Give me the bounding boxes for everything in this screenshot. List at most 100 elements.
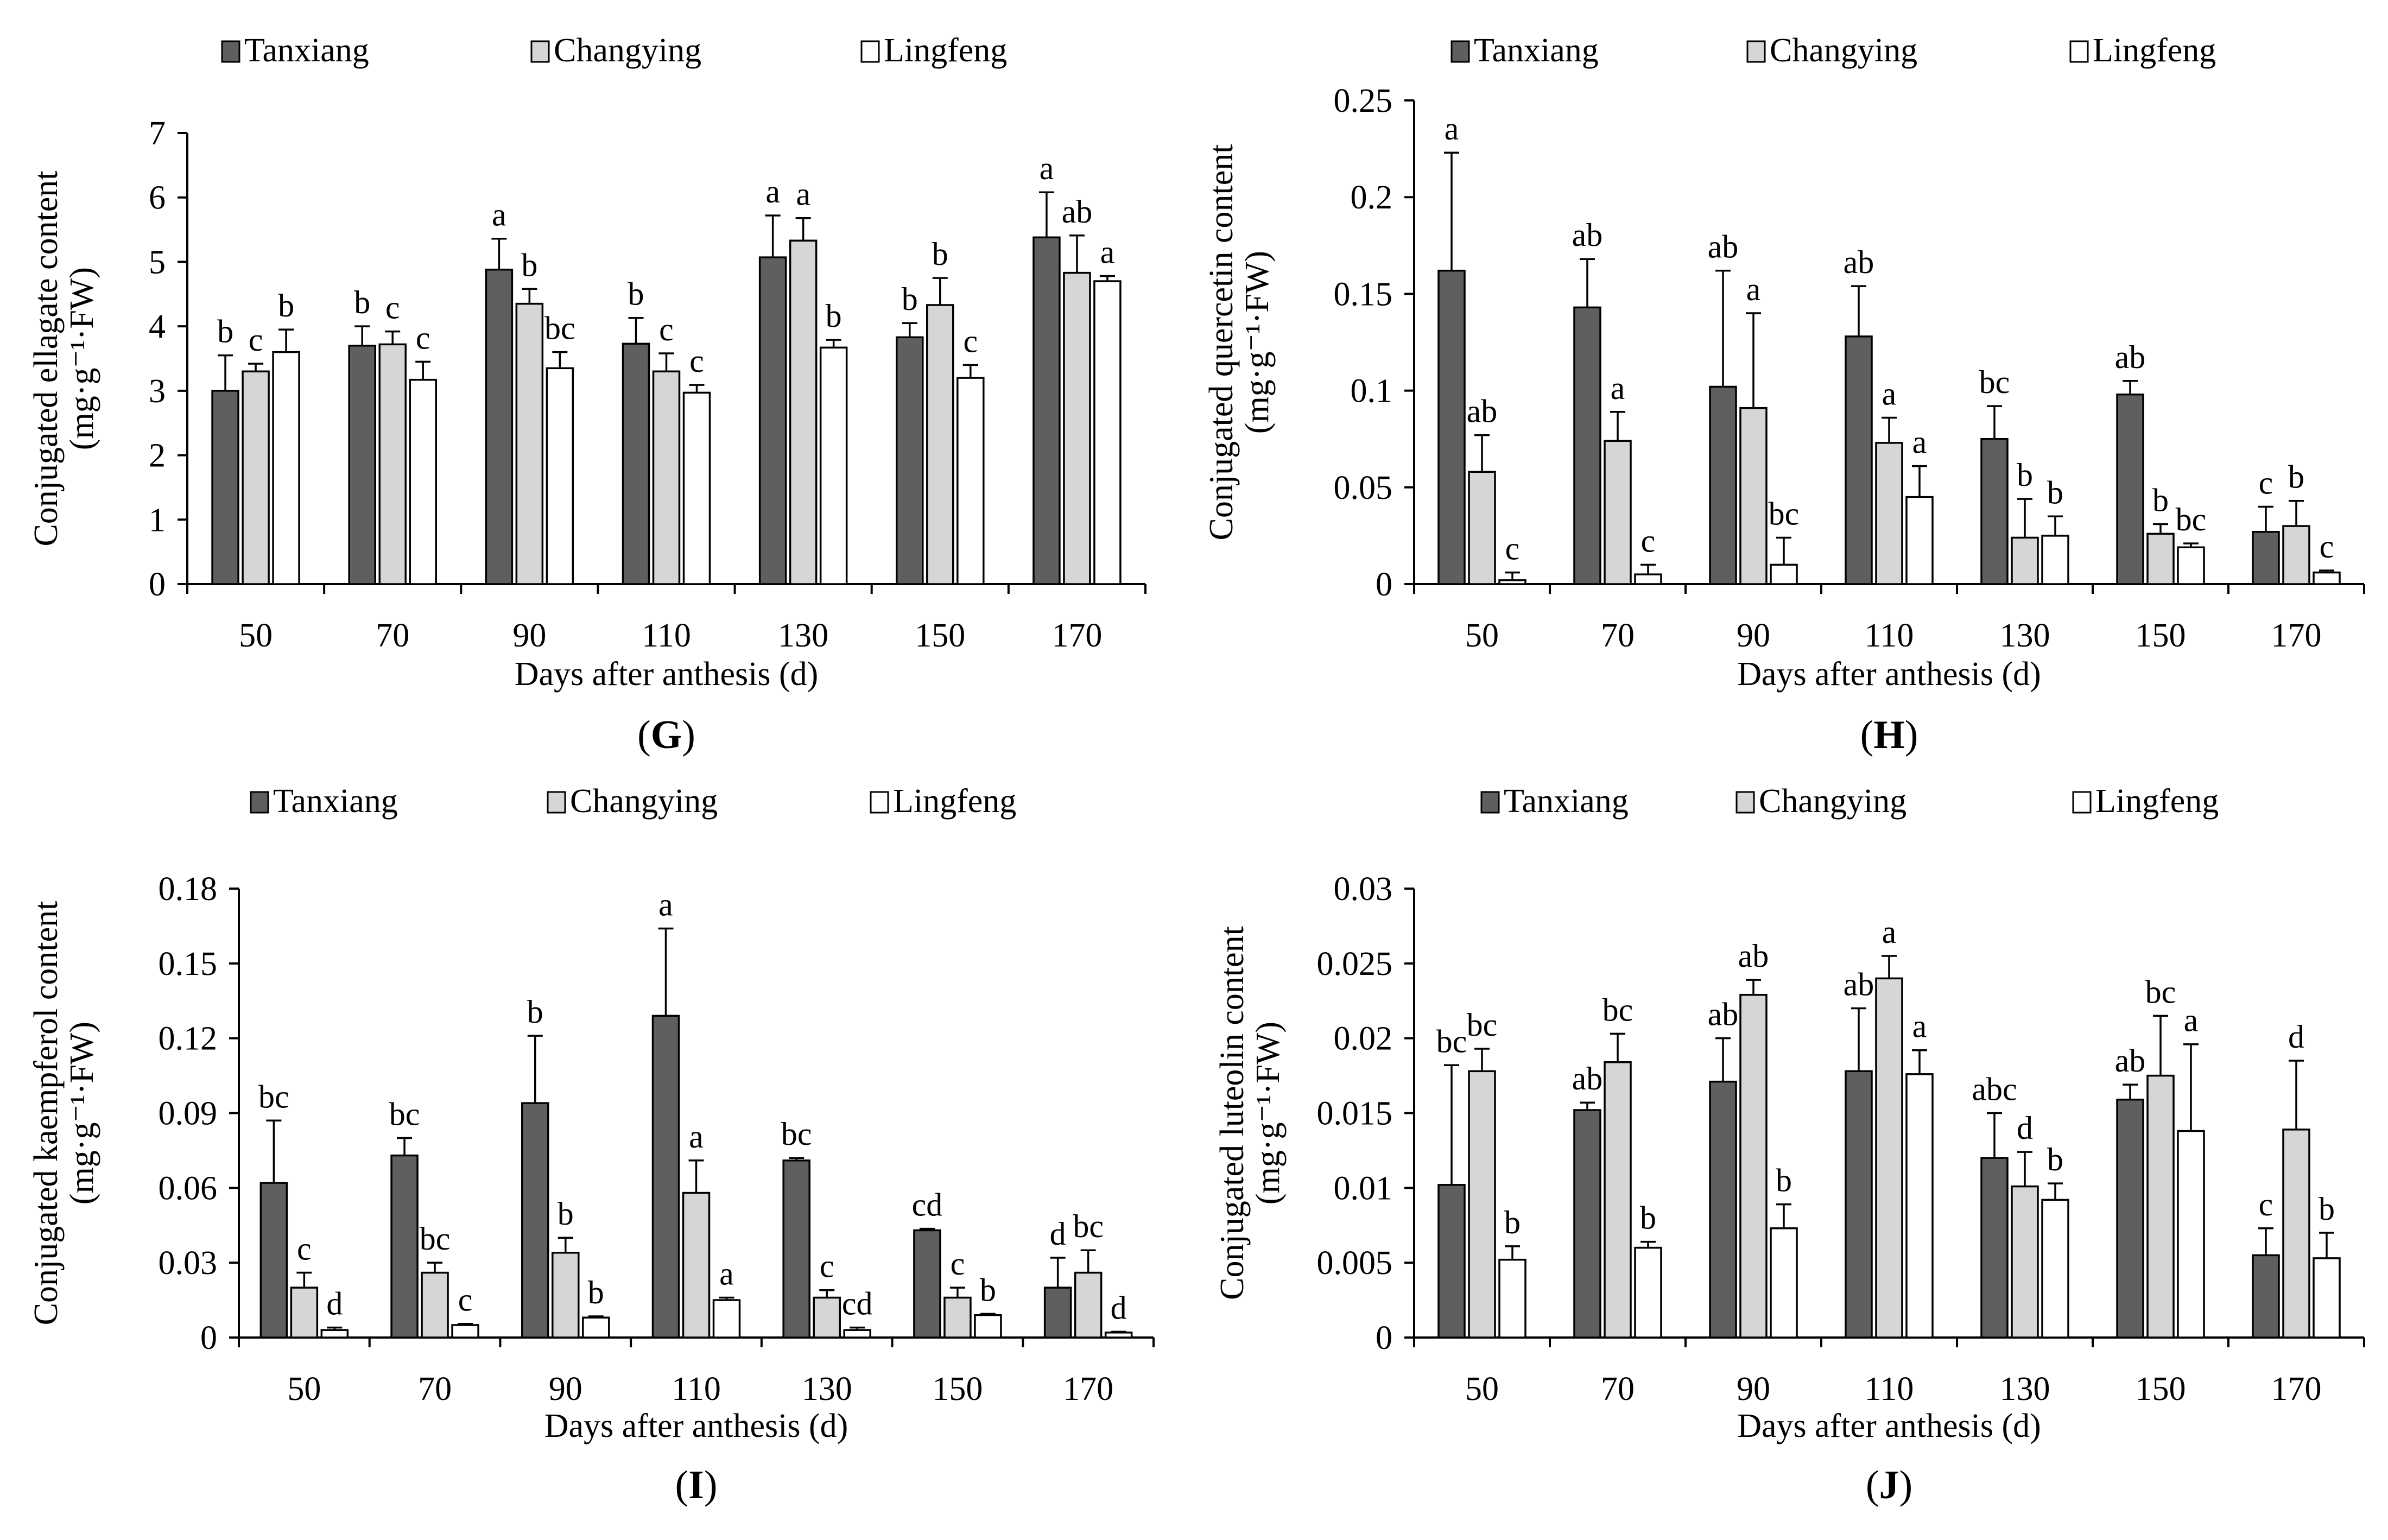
significance-letter: c <box>2320 529 2334 565</box>
bar-changying-110 <box>652 370 681 585</box>
significance-letter: ab <box>1844 967 1874 1003</box>
legend-label-lingfeng: Lingfeng <box>2093 32 2216 69</box>
significance-letter: ab <box>1572 1061 1603 1097</box>
y-axis-label-line2: (mg·g⁻¹·FW) <box>1250 1022 1287 1205</box>
significance-letter: ab <box>2115 1043 2146 1079</box>
x-tick-label: 50 <box>287 1371 321 1408</box>
legend-swatch-changying <box>1735 791 1755 814</box>
significance-letter: d <box>1111 1290 1127 1326</box>
y-tick-label: 0 <box>149 566 166 603</box>
bar-tanxiang-90 <box>485 268 514 585</box>
x-tick-label: 150 <box>932 1371 983 1408</box>
panel-label-open: ( <box>675 1463 688 1507</box>
bar-tanxiang-150 <box>913 1229 941 1339</box>
y-tick-label: 1 <box>149 502 166 538</box>
panel-label: (H) <box>1860 713 1918 757</box>
bar-tanxiang-70 <box>1573 1109 1601 1339</box>
y-tick-label: 0.06 <box>159 1170 218 1207</box>
significance-letter: d <box>2288 1019 2304 1055</box>
bar-lingfeng-150 <box>957 377 985 585</box>
bar-lingfeng-90 <box>582 1316 610 1339</box>
panel-label: (G) <box>637 713 695 757</box>
panel-label-letter: I <box>688 1463 704 1507</box>
panel-label: (J) <box>1866 1463 1912 1507</box>
y-tick-label: 7 <box>149 115 166 152</box>
x-axis-title: Days after anthesis (d) <box>1737 1408 2041 1444</box>
y-tick-label: 0.03 <box>1334 871 1393 908</box>
bar-lingfeng-110 <box>712 1299 741 1339</box>
bar-changying-170 <box>2282 1129 2310 1339</box>
x-tick-label: 170 <box>1052 617 1102 654</box>
significance-letter: bc <box>1769 496 1800 531</box>
bar-changying-50 <box>290 1286 319 1339</box>
significance-letter: c <box>249 322 263 358</box>
bar-tanxiang-150 <box>896 336 924 585</box>
bar-lingfeng-110 <box>682 391 711 585</box>
bar-lingfeng-70 <box>1634 573 1662 585</box>
significance-letter: b <box>2288 459 2304 495</box>
bar-tanxiang-130 <box>782 1159 810 1339</box>
significance-letter: b <box>980 1272 996 1308</box>
bar-tanxiang-50 <box>1437 1184 1466 1339</box>
bar-tanxiang-110 <box>1845 335 1873 585</box>
x-tick-label: 130 <box>2000 1371 2050 1408</box>
significance-letter: b <box>354 284 370 320</box>
bar-tanxiang-170 <box>2252 531 2280 585</box>
y-tick-label: 0.01 <box>1334 1170 1393 1207</box>
legend-swatch-changying <box>530 40 550 63</box>
bar-tanxiang-130 <box>1980 438 2009 585</box>
bar-changying-150 <box>926 304 954 585</box>
significance-letter: bc <box>1073 1208 1104 1244</box>
bar-lingfeng-70 <box>451 1324 479 1339</box>
bar-lingfeng-90 <box>546 367 574 585</box>
x-tick-label: 70 <box>418 1371 452 1408</box>
significance-letter: cd <box>912 1187 943 1223</box>
significance-letter: ab <box>2115 339 2146 375</box>
bar-tanxiang-70 <box>390 1154 419 1339</box>
y-tick-label: 0.015 <box>1317 1095 1393 1132</box>
y-tick-label: 3 <box>149 373 166 410</box>
bar-changying-110 <box>1875 442 1903 585</box>
bar-lingfeng-70 <box>409 378 437 585</box>
significance-letter: c <box>2259 1187 2273 1222</box>
x-tick-label: 90 <box>1737 1371 1770 1408</box>
panel-label-letter: G <box>651 713 682 757</box>
significance-letter: cd <box>842 1286 873 1322</box>
significance-letter: b <box>588 1275 604 1310</box>
significance-letter: bc <box>1602 992 1633 1028</box>
significance-letter: b <box>2017 457 2033 493</box>
significance-letter: a <box>2184 1003 2199 1038</box>
y-tick-label: 2 <box>149 438 166 474</box>
x-tick-label: 130 <box>778 617 828 654</box>
significance-letter: b <box>521 247 537 283</box>
significance-letter: b <box>826 298 842 334</box>
significance-letter: a <box>492 197 506 233</box>
significance-letter: b <box>2047 1142 2063 1177</box>
legend-swatch-tanxiang <box>1480 791 1500 814</box>
bar-changying-50 <box>242 370 270 585</box>
y-tick-label: 0.18 <box>159 871 218 908</box>
x-tick-label: 70 <box>376 617 409 654</box>
panel-label-letter: H <box>1873 713 1905 757</box>
y-axis-label: Conjugated ellagate content(mg·g⁻¹·FW) <box>28 170 100 546</box>
y-tick-label: 0 <box>1376 1320 1392 1357</box>
significance-letter: c <box>820 1249 834 1284</box>
x-tick-label: 110 <box>1865 1371 1914 1408</box>
significance-letter: a <box>1445 111 1459 147</box>
legend-swatch-lingfeng <box>860 40 880 63</box>
x-tick-label: 70 <box>1601 1371 1635 1408</box>
bar-tanxiang-110 <box>622 343 650 585</box>
significance-letter: b <box>902 281 918 317</box>
bar-lingfeng-130 <box>2041 535 2069 585</box>
significance-letter: b <box>217 314 233 350</box>
significance-letter: b <box>1504 1205 1521 1240</box>
y-tick-label: 5 <box>149 244 166 281</box>
bar-changying-150 <box>2146 533 2175 585</box>
significance-letter: c <box>659 312 674 347</box>
y-tick-label: 0.15 <box>159 946 218 983</box>
bar-tanxiang-130 <box>758 256 787 585</box>
significance-letter: c <box>963 323 978 359</box>
significance-letter: a <box>658 887 673 923</box>
